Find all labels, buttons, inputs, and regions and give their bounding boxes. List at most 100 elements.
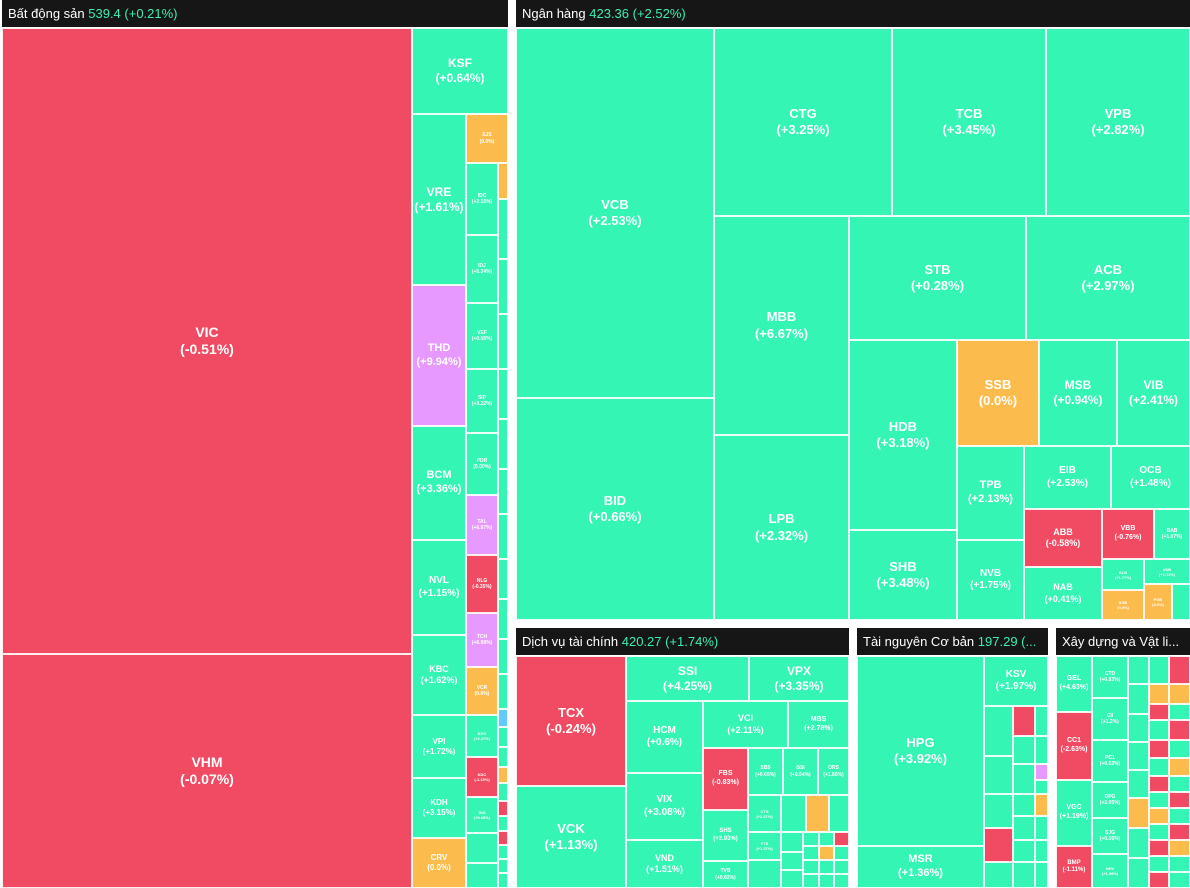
stock-tile-small[interactable] [1128,742,1149,770]
stock-tile-small[interactable] [498,859,508,873]
stock-tile-vre[interactable]: VRE (+1.61%) [412,114,466,285]
stock-tile-small[interactable] [1169,684,1190,704]
stock-tile-small[interactable] [984,794,1013,828]
stock-tile-small[interactable] [984,828,1013,862]
stock-tile-vic[interactable]: VIC (-0.51%) [2,28,412,654]
stock-tile-ssb[interactable]: SSB (0.0%) [957,340,1039,446]
stock-tile-small[interactable] [498,419,508,469]
stock-tile-small[interactable] [834,846,849,860]
stock-tile-mbb[interactable]: MBB (+6.67%) [714,216,849,435]
stock-tile-small[interactable] [498,727,508,747]
stock-tile-small[interactable] [1149,872,1169,888]
stock-tile-small[interactable] [1035,862,1048,888]
stock-tile-small[interactable] [1169,720,1190,740]
stock-tile-kbc[interactable]: KBC (+1.62%) [412,635,466,715]
stock-tile-small[interactable] [1149,758,1169,776]
stock-tile-tpb[interactable]: TPB (+2.13%) [957,446,1024,540]
stock-tile-vcr[interactable]: VCR (0.0%) [466,667,498,715]
stock-tile-mbs[interactable]: MBS (+2.78%) [788,701,849,748]
stock-tile-small[interactable] [803,874,819,888]
stock-tile-small[interactable] [1013,794,1035,816]
stock-tile-small[interactable] [806,795,829,832]
stock-tile-small[interactable] [1035,764,1048,780]
stock-tile-small[interactable] [1013,840,1035,862]
stock-tile-vpx[interactable]: VPX (+3.35%) [749,656,849,701]
stock-tile-small[interactable] [1149,824,1169,840]
stock-tile-dxg[interactable]: DXG (+2.17%) [466,715,498,757]
stock-tile-small[interactable] [498,469,508,514]
stock-tile-small[interactable] [781,852,803,870]
stock-tile-small[interactable] [498,709,508,727]
stock-tile-small[interactable] [834,874,849,888]
stock-tile-nvl[interactable]: NVL (+1.15%) [412,540,466,635]
stock-tile-small[interactable] [984,706,1013,756]
stock-tile-stb[interactable]: STB (+0.28%) [849,216,1026,340]
stock-tile-gel[interactable]: GEL (+4.63%) [1056,656,1092,712]
stock-tile-ksv[interactable]: KSV (+1.97%) [984,656,1048,706]
stock-tile-small[interactable] [466,833,498,863]
stock-tile-small[interactable] [781,795,806,832]
stock-tile-small[interactable] [1128,798,1149,828]
stock-tile-pc1[interactable]: PC1 (+0.53%) [1092,740,1128,782]
stock-tile-small[interactable] [1013,764,1035,794]
stock-tile-vix[interactable]: VIX (+3.08%) [626,773,703,840]
stock-tile-small[interactable] [1169,840,1190,856]
stock-tile-small[interactable] [1035,816,1048,840]
stock-tile-lpb[interactable]: LPB (+2.32%) [714,435,849,620]
stock-tile-small[interactable] [1169,704,1190,720]
stock-tile-small[interactable] [819,846,834,860]
stock-tile-idj[interactable]: IDJ (+5.34%) [466,235,498,303]
stock-tile-ssi[interactable]: SSI (+4.25%) [626,656,749,701]
stock-tile-nvb[interactable]: NVB (+1.75%) [957,540,1024,620]
sector-header[interactable]: Ngân hàng 423.36 (+2.52%) [516,0,1190,27]
stock-tile-shb[interactable]: SHB (+3.48%) [849,530,957,620]
stock-tile-shs[interactable]: SHS (+2.93%) [703,810,748,861]
stock-tile-sip[interactable]: SIP (+3.22%) [466,369,498,433]
stock-tile-vhm[interactable]: VHM (-0.07%) [2,654,412,888]
stock-tile-small[interactable] [748,860,781,888]
stock-tile-small[interactable] [1013,862,1035,888]
stock-tile-tcx[interactable]: TCX (-0.24%) [516,656,626,786]
stock-tile-small[interactable] [1128,770,1149,798]
stock-tile-small[interactable] [498,816,508,831]
stock-tile-kdc[interactable]: KDC (-1.15%) [466,757,498,797]
stock-tile-small[interactable] [498,747,508,767]
stock-tile-small[interactable] [498,831,508,845]
stock-tile-fbs[interactable]: FBS (-0.83%) [703,748,748,810]
stock-tile-small[interactable] [819,860,834,874]
stock-tile-thd[interactable]: THD (+9.94%) [412,285,466,426]
stock-tile-small[interactable] [1149,704,1169,720]
stock-tile-small[interactable] [1128,858,1149,888]
stock-tile-small[interactable] [498,259,508,314]
stock-tile-sbs[interactable]: SBS (+0.65%) [748,748,783,795]
stock-tile-cc1[interactable]: CC1 (-2.63%) [1056,712,1092,780]
stock-tile-sjs[interactable]: SJS (0.0%) [466,114,508,163]
stock-tile-vpi[interactable]: VPI (+1.72%) [412,715,466,778]
stock-tile-small[interactable] [498,163,508,199]
stock-tile-small[interactable] [819,832,834,846]
stock-tile-vnd[interactable]: VND (+1.51%) [626,840,703,888]
stock-tile-ctd[interactable]: CTD (+0.83%) [1092,656,1128,698]
stock-tile-small[interactable] [1149,856,1169,872]
stock-tile-small[interactable] [1149,740,1169,758]
stock-tile-idc[interactable]: IDC (+2.15%) [466,163,498,235]
stock-tile-small[interactable] [1149,808,1169,824]
stock-tile-small[interactable] [498,674,508,709]
stock-tile-klb[interactable]: KLB (+1.77%) [1102,559,1144,590]
sector-header[interactable]: Dịch vụ tài chính 420.27 (+1.74%) [516,628,849,655]
stock-tile-small[interactable] [498,314,508,369]
stock-tile-vef[interactable]: VEF (+0.55%) [466,303,498,369]
sector-header[interactable]: Bất động sản 539.4 (+0.21%) [2,0,508,27]
stock-tile-small[interactable] [1128,828,1149,858]
stock-tile-small[interactable] [1013,736,1035,764]
stock-tile-ocb[interactable]: OCB (+1.48%) [1111,446,1190,509]
stock-tile-small[interactable] [1169,824,1190,840]
stock-tile-hcm[interactable]: HCM (+0.6%) [626,701,703,773]
stock-tile-bmp[interactable]: BMP (-1.11%) [1056,846,1092,888]
stock-tile-small[interactable] [1169,740,1190,758]
stock-tile-small[interactable] [1169,856,1190,872]
stock-tile-dig[interactable]: DIG (+0.65%) [466,797,498,833]
stock-tile-msb[interactable]: MSB (+0.94%) [1039,340,1117,446]
stock-tile-small[interactable] [498,599,508,639]
stock-tile-small[interactable] [1169,872,1190,888]
